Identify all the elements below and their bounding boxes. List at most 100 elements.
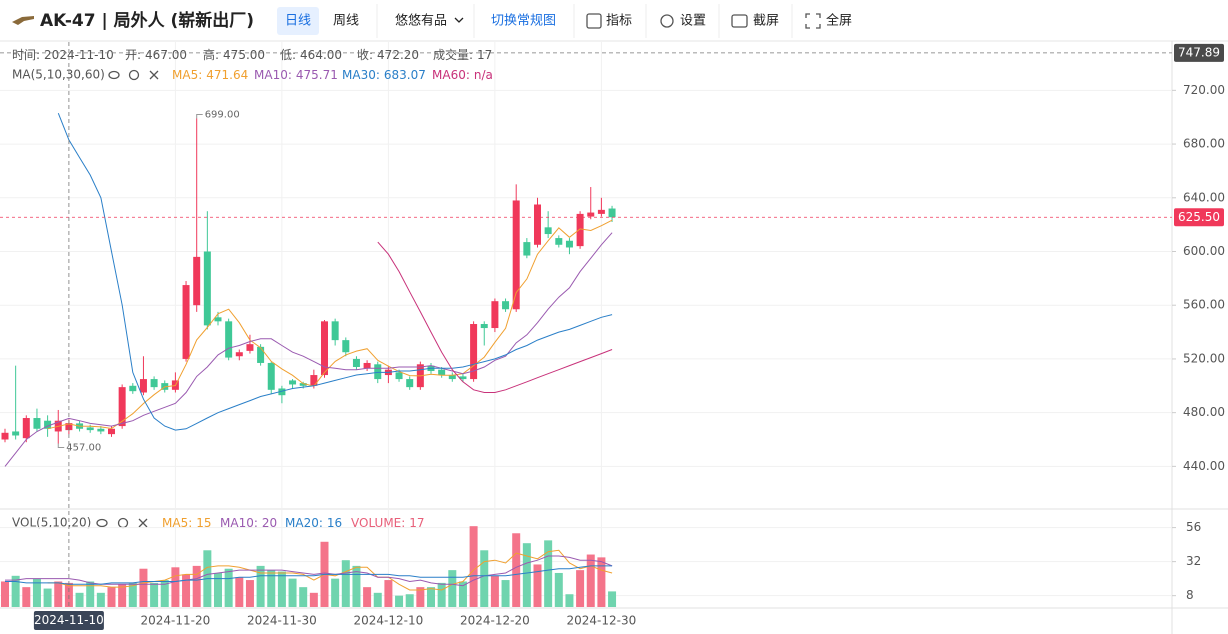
ma-line <box>47 219 613 430</box>
gear-icon[interactable] <box>128 69 140 81</box>
volume-bar <box>363 587 372 607</box>
candle-body <box>289 380 297 385</box>
legend-item: MA5: 471.64 <box>172 68 248 82</box>
volume-bar <box>395 595 404 607</box>
volume-bar <box>54 581 63 607</box>
legend-item: MA10: 475.71 <box>254 68 338 82</box>
info-value: 472.20 <box>377 48 419 62</box>
volume-bar <box>1 581 9 607</box>
indicator-icon <box>586 13 602 29</box>
volume-bar <box>171 567 180 607</box>
eye-icon[interactable] <box>96 518 108 528</box>
volume-bar <box>576 570 585 607</box>
candle-body <box>86 427 94 431</box>
volume-bar <box>32 578 41 607</box>
volume-bar <box>490 575 499 607</box>
close-icon[interactable] <box>149 70 159 80</box>
y-tick-label: 440.00 <box>1183 459 1225 473</box>
y-tick-label: 600.00 <box>1183 244 1225 258</box>
candle-body <box>1 432 9 440</box>
indicator-button[interactable]: 指标 <box>606 14 632 29</box>
vol-tick-label: 8 <box>1186 588 1194 602</box>
info-label: 高: <box>203 47 219 62</box>
info-label: 开: <box>125 48 141 62</box>
switch-button[interactable]: 切换常规图 <box>491 14 556 29</box>
day-button[interactable]: 日线 <box>285 14 311 29</box>
volume-bar <box>586 554 595 607</box>
candle-body <box>523 242 531 256</box>
info-value: 467.00 <box>145 48 187 62</box>
x-tick-label: 2024-12-10 <box>354 614 424 628</box>
candle-body <box>150 379 158 388</box>
candle-body <box>225 321 233 358</box>
info-label: 低: <box>280 48 296 62</box>
vol-tick-label: 56 <box>1186 520 1201 534</box>
volume-bar <box>107 587 116 607</box>
candle-body <box>267 362 275 390</box>
legend-value: 475.71 <box>296 68 338 82</box>
source-button[interactable]: 悠悠有品 <box>395 14 447 29</box>
volume-bar <box>267 570 276 607</box>
info-label: 成交量: <box>433 47 473 62</box>
y-tick-label: 480.00 <box>1183 405 1225 419</box>
volume-bar <box>43 588 52 607</box>
eye-icon[interactable] <box>108 70 120 80</box>
fullscreen-icon <box>805 13 821 29</box>
crosshair-price-label: 747.89 <box>1178 45 1220 59</box>
candle-body <box>502 301 510 310</box>
volume-bar <box>139 568 148 607</box>
x-tick-label: 2024-11-30 <box>247 614 317 628</box>
candle-body <box>331 321 339 341</box>
legend-item: MA30: 683.07 <box>342 68 426 82</box>
settings-button[interactable]: 设置 <box>680 14 706 29</box>
volume-bar <box>235 577 244 607</box>
weapon-icon <box>12 16 34 25</box>
fullscreen-button[interactable]: 全屏 <box>826 13 852 29</box>
ma-line <box>57 113 613 431</box>
candle-body <box>182 285 190 359</box>
close-icon[interactable] <box>138 518 148 528</box>
marker-label: 699.00 <box>205 110 240 121</box>
chevron <box>454 17 464 23</box>
y-tick-label: 560.00 <box>1183 298 1225 312</box>
volume-bar <box>501 580 510 607</box>
info-item: 成交量: 17 <box>433 47 492 62</box>
candle-body <box>534 204 541 245</box>
screenshot-button[interactable]: 截屏 <box>753 14 779 29</box>
candle-body <box>203 251 211 326</box>
legend-name: MA30: <box>342 68 380 82</box>
candle-body <box>565 240 573 248</box>
candle-body <box>406 379 414 388</box>
volume-bar <box>416 587 425 607</box>
info-value: 475.00 <box>223 48 265 62</box>
volume-bar <box>480 550 489 607</box>
candle-body <box>278 388 286 396</box>
crosshair-date-box <box>33 611 104 630</box>
volume-bar <box>182 574 191 607</box>
volume-bar <box>373 592 382 607</box>
info-value: 2024-11-10 <box>44 48 114 62</box>
legend-value: 20 <box>262 516 277 530</box>
info-label: 收: <box>357 48 373 62</box>
candle-body <box>33 418 41 429</box>
candle-body <box>97 428 105 432</box>
candle-body <box>374 364 382 380</box>
info-label: 时间: <box>12 48 40 62</box>
candle-body <box>342 340 350 353</box>
volume-bar <box>96 592 105 607</box>
camera-icon <box>731 14 748 28</box>
info-value: 464.00 <box>300 48 342 62</box>
info-item: 开: 467.00 <box>125 48 187 62</box>
volume-bar <box>64 582 73 607</box>
candle-body <box>470 324 478 380</box>
volume-bar <box>512 533 521 607</box>
week-button[interactable]: 周线 <box>333 14 359 29</box>
volume-bar <box>128 582 137 607</box>
volume-bar <box>554 572 563 607</box>
candle-body <box>65 423 73 431</box>
candle-body <box>214 317 222 322</box>
y-tick-label: 520.00 <box>1183 351 1225 365</box>
volume-bar <box>352 565 361 607</box>
y-tick-label: 720.00 <box>1183 83 1225 97</box>
volume-bar <box>11 575 20 607</box>
